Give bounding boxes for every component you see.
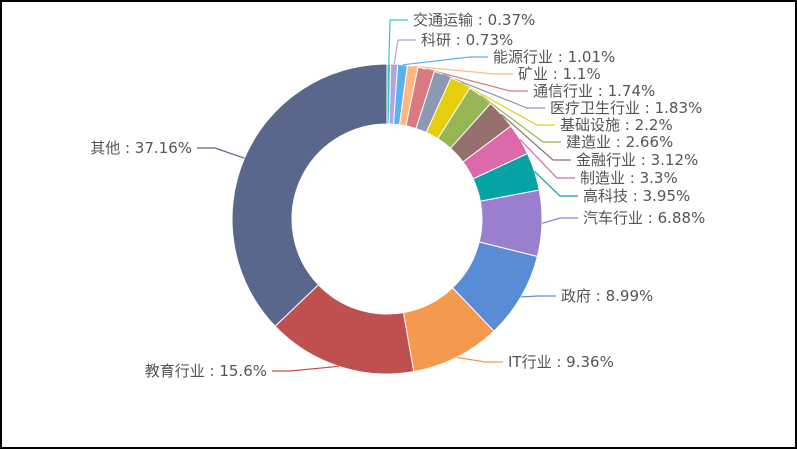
leader-line-3 bbox=[412, 65, 513, 75]
slice-label-3: 矿业 : 1.1% bbox=[518, 65, 601, 83]
leader-line-11 bbox=[541, 217, 578, 224]
slice-label-8: 金融行业 : 3.12% bbox=[576, 151, 698, 169]
leader-line-0 bbox=[388, 19, 408, 65]
slice-label-9: 制造业 : 3.3% bbox=[580, 169, 678, 187]
leader-line-13 bbox=[456, 356, 503, 363]
slice-15[interactable] bbox=[231, 63, 388, 327]
leader-line-12 bbox=[520, 295, 556, 298]
slice-label-0: 交通运输 : 0.37% bbox=[413, 11, 535, 29]
leader-line-8 bbox=[500, 113, 571, 161]
leader-line-6 bbox=[460, 82, 555, 126]
leader-line-2 bbox=[402, 56, 488, 66]
slice-label-10: 高科技 : 3.95% bbox=[583, 187, 690, 205]
slice-label-11: 汽车行业 : 6.88% bbox=[583, 209, 705, 227]
slice-label-2: 能源行业 : 1.01% bbox=[493, 48, 615, 66]
leader-line-4 bbox=[426, 68, 528, 92]
slice-label-5: 医疗卫生行业 : 1.83% bbox=[550, 99, 702, 117]
slice-label-12: 政府 : 8.99% bbox=[561, 287, 653, 305]
slice-label-6: 基础设施 : 2.2% bbox=[560, 116, 673, 134]
leader-line-1 bbox=[393, 39, 416, 65]
slice-label-15: 其他 : 37.16% bbox=[90, 139, 192, 157]
leader-line-14 bbox=[272, 365, 339, 372]
slice-label-7: 建造业 : 2.66% bbox=[566, 133, 673, 151]
leader-line-7 bbox=[480, 94, 561, 143]
leader-line-15 bbox=[197, 147, 245, 159]
slice-label-4: 通信行业 : 1.74% bbox=[533, 82, 655, 100]
slice-label-13: IT行业 : 9.36% bbox=[508, 353, 614, 371]
leader-line-5 bbox=[442, 73, 545, 109]
slice-label-14: 教育行业 : 15.6% bbox=[145, 362, 267, 380]
slice-label-1: 科研 : 0.73% bbox=[421, 31, 513, 49]
leader-line-10 bbox=[534, 170, 578, 197]
leader-line-9 bbox=[519, 138, 575, 179]
